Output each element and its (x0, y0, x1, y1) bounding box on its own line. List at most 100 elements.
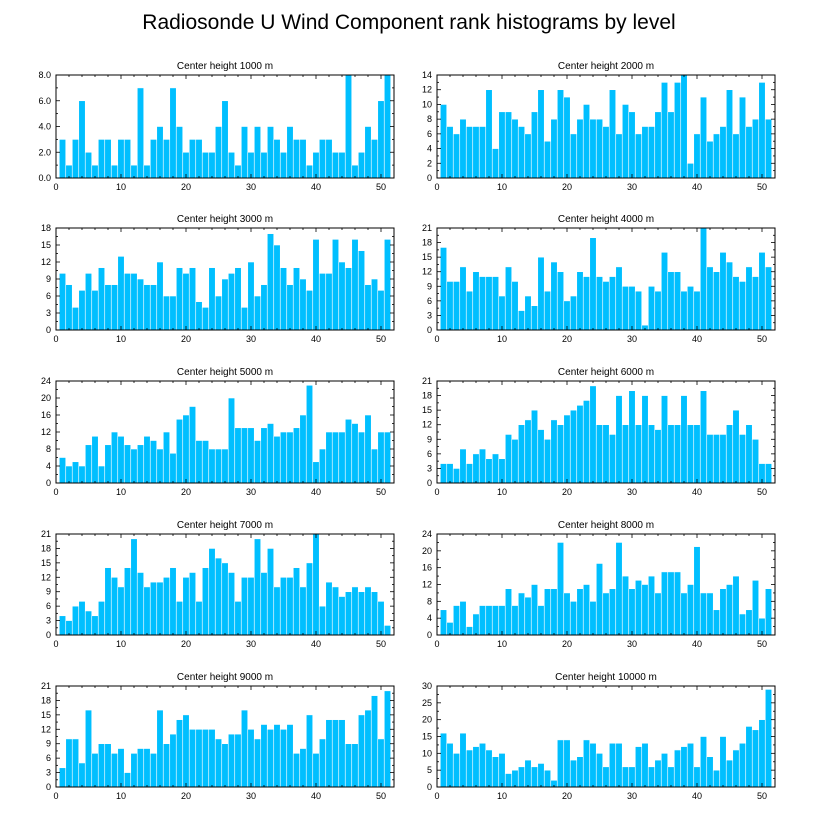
histogram-bar (266, 548, 275, 636)
histogram-bar (576, 756, 584, 788)
histogram-bar (699, 592, 708, 636)
histogram-bar (634, 579, 643, 636)
histogram-bar (143, 586, 151, 636)
histogram-bar (104, 444, 112, 484)
histogram-bar (97, 465, 106, 484)
histogram-bar (169, 452, 177, 484)
histogram-bar (104, 743, 112, 788)
histogram-panel: Center height 3000 m 0 10 20 30 40 50 0 3 6 9 12 15 1… (41, 214, 395, 344)
y-tick-label: 4 (427, 144, 432, 154)
y-tick-label: 18 (422, 238, 432, 248)
histogram-bar (725, 584, 734, 636)
histogram-bar (517, 766, 526, 788)
histogram-bar (706, 434, 714, 484)
histogram-bar (615, 542, 623, 636)
histogram-bar (253, 538, 262, 636)
histogram-bar (556, 542, 565, 636)
histogram-bar (273, 724, 281, 788)
histogram-bar (208, 267, 216, 331)
histogram-bar (97, 743, 106, 788)
histogram-bar (517, 310, 526, 331)
y-tick-label: 15 (422, 732, 432, 742)
histogram-bar (628, 390, 636, 484)
x-tick-label: 50 (376, 334, 386, 344)
histogram-bar (732, 749, 740, 788)
y-tick-label: 12 (422, 580, 432, 590)
histogram-bar (511, 118, 519, 179)
histogram-bar (175, 719, 184, 788)
histogram-bar (266, 233, 275, 331)
x-tick-label: 20 (562, 487, 572, 497)
histogram-bar (110, 431, 119, 484)
histogram-bar (286, 126, 294, 179)
histogram-bar (589, 385, 597, 484)
histogram-bar (123, 444, 132, 484)
histogram-bar (344, 267, 353, 331)
histogram-bar (628, 111, 636, 179)
histogram-bar (279, 576, 288, 636)
histogram-bar (162, 295, 171, 331)
histogram-bar (465, 749, 474, 788)
histogram-bar (234, 267, 242, 331)
histogram-bar (465, 126, 474, 179)
histogram-bar (706, 592, 714, 636)
histogram-bar (331, 719, 340, 788)
histogram-bar (201, 440, 210, 484)
histogram-bar (446, 742, 454, 788)
x-tick-label: 30 (246, 639, 256, 649)
x-tick-label: 0 (434, 639, 439, 649)
x-tick-label: 10 (116, 182, 126, 192)
histogram-bar (673, 424, 682, 484)
histogram-bar (706, 140, 714, 179)
panel-title: Center height 3000 m (177, 214, 273, 225)
histogram-bar (439, 104, 448, 179)
y-tick-label: 0 (427, 173, 432, 183)
x-tick-label: 50 (757, 639, 767, 649)
histogram-bar (699, 96, 708, 179)
histogram-bar (214, 738, 223, 788)
histogram-bar (751, 438, 760, 484)
histogram-bar (117, 139, 125, 179)
histogram-bar (221, 448, 229, 484)
histogram-bar (738, 281, 747, 331)
histogram-bar (266, 423, 275, 484)
histogram-bar (364, 126, 372, 179)
histogram-bar (589, 601, 597, 636)
histogram-bar (699, 227, 708, 331)
histogram-bar (273, 586, 281, 636)
histogram-bar (143, 435, 151, 484)
histogram-bar (524, 759, 532, 788)
histogram-bar (537, 89, 545, 179)
x-tick-label: 10 (497, 334, 507, 344)
histogram-bar (543, 438, 552, 484)
histogram-bar (156, 126, 164, 179)
histogram-bar (351, 239, 359, 331)
x-tick-label: 10 (497, 791, 507, 801)
y-tick-label: 15 (422, 252, 432, 262)
y-tick-label: 12 (41, 724, 51, 734)
histogram-bar (370, 695, 379, 788)
x-tick-label: 10 (497, 487, 507, 497)
histogram-bar (634, 424, 643, 484)
y-tick-label: 21 (41, 681, 51, 691)
histogram-bar (370, 448, 379, 484)
histogram-bar (188, 267, 197, 331)
histogram-bar (227, 733, 236, 788)
x-tick-label: 40 (692, 487, 702, 497)
histogram-bar (286, 724, 294, 788)
histogram-bar (563, 592, 571, 636)
histogram-bar (65, 738, 73, 788)
histogram-bar (706, 756, 714, 788)
histogram-bar (595, 753, 604, 788)
histogram-bar (169, 567, 177, 636)
histogram-bar (78, 465, 86, 484)
histogram-bar (485, 605, 493, 636)
histogram-bar (208, 151, 216, 179)
histogram-bar (595, 563, 604, 636)
x-tick-label: 40 (311, 334, 321, 344)
histogram-bar (344, 418, 353, 484)
histogram-bar (117, 586, 125, 636)
y-tick-label: 0 (427, 782, 432, 792)
histogram-bar (764, 118, 773, 179)
